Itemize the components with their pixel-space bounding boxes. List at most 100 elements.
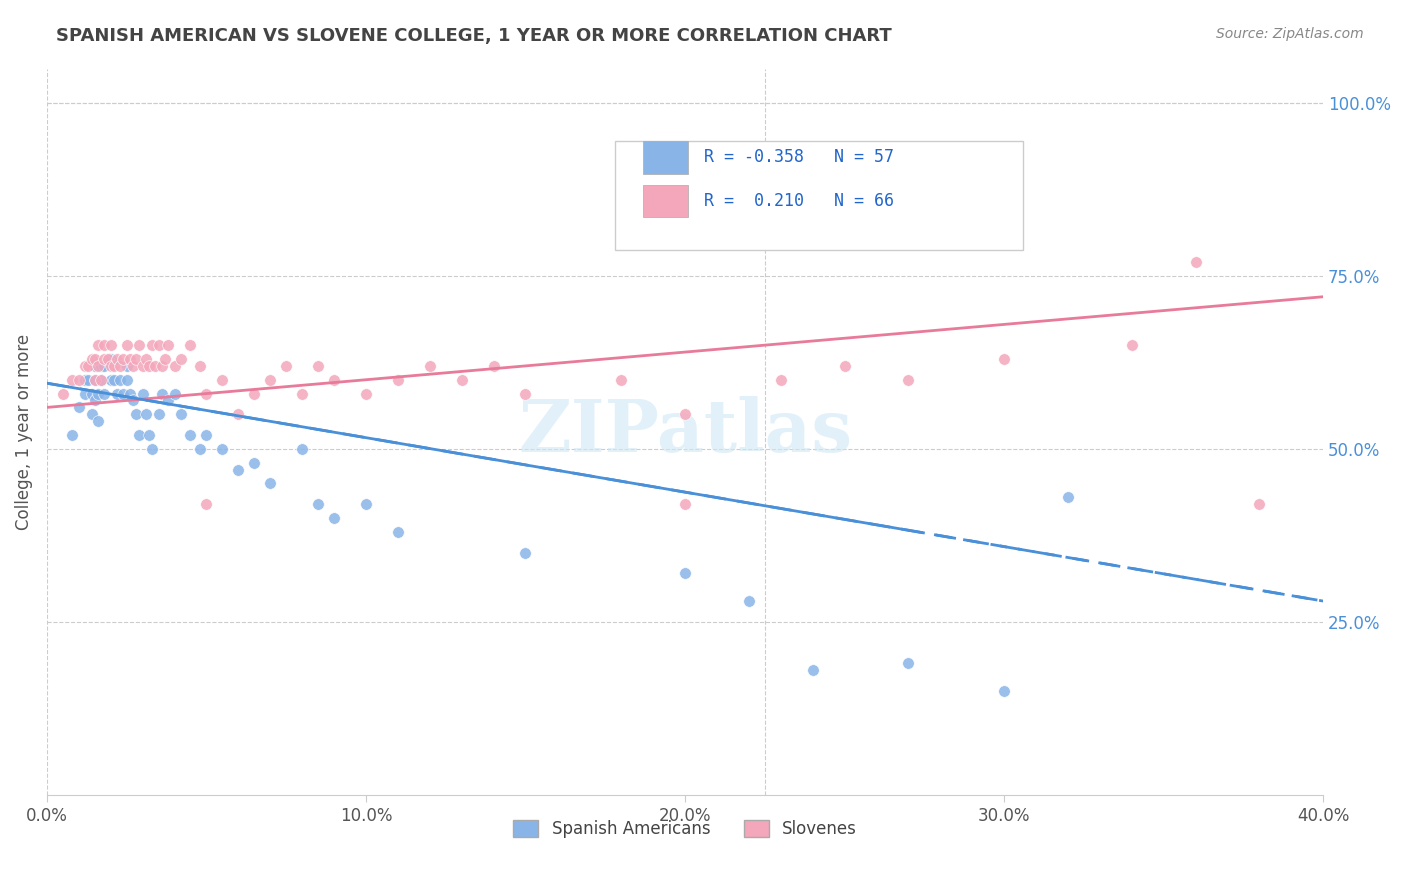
Point xyxy=(115,359,138,373)
Point xyxy=(110,359,132,373)
Point xyxy=(131,386,153,401)
Point xyxy=(67,373,90,387)
Point xyxy=(323,511,346,525)
Point xyxy=(897,657,920,671)
Point xyxy=(897,373,920,387)
Point xyxy=(515,386,537,401)
Point xyxy=(259,373,281,387)
Point xyxy=(141,442,163,456)
Point xyxy=(83,373,105,387)
Point xyxy=(610,373,633,387)
Point xyxy=(100,373,122,387)
Point xyxy=(801,663,824,677)
Point xyxy=(387,524,409,539)
Point xyxy=(67,401,90,415)
Point xyxy=(354,386,377,401)
Point xyxy=(228,407,250,421)
Point xyxy=(118,386,141,401)
Point xyxy=(115,373,138,387)
Bar xyxy=(643,185,688,218)
Point xyxy=(150,386,173,401)
Point xyxy=(100,338,122,352)
Point xyxy=(673,497,696,511)
Point xyxy=(307,359,329,373)
Point xyxy=(243,386,266,401)
Point xyxy=(125,351,148,366)
Point xyxy=(75,359,97,373)
Point xyxy=(307,497,329,511)
Point xyxy=(128,428,150,442)
Point xyxy=(228,463,250,477)
Point xyxy=(62,373,84,387)
Point xyxy=(87,414,110,428)
Point xyxy=(122,359,145,373)
Point xyxy=(163,386,186,401)
Point xyxy=(150,359,173,373)
Point xyxy=(75,386,97,401)
Point xyxy=(259,476,281,491)
Point xyxy=(105,351,128,366)
Point xyxy=(93,351,115,366)
Point xyxy=(87,386,110,401)
Point xyxy=(83,393,105,408)
Point xyxy=(148,338,170,352)
Point xyxy=(673,566,696,581)
Point xyxy=(145,359,167,373)
Point xyxy=(100,359,122,373)
Text: SPANISH AMERICAN VS SLOVENE COLLEGE, 1 YEAR OR MORE CORRELATION CHART: SPANISH AMERICAN VS SLOVENE COLLEGE, 1 Y… xyxy=(56,27,891,45)
Point xyxy=(195,386,218,401)
Point xyxy=(1249,497,1271,511)
Point xyxy=(135,351,157,366)
Point xyxy=(138,428,160,442)
Point xyxy=(100,351,122,366)
Point xyxy=(243,456,266,470)
Point xyxy=(77,359,100,373)
Point xyxy=(110,373,132,387)
Point xyxy=(1057,491,1080,505)
Point xyxy=(211,373,233,387)
Point xyxy=(291,442,314,456)
Point xyxy=(103,373,125,387)
Point xyxy=(90,373,112,387)
Point xyxy=(75,373,97,387)
Point xyxy=(103,359,125,373)
Point xyxy=(769,373,792,387)
Point xyxy=(157,393,180,408)
Point xyxy=(1184,255,1206,269)
Point xyxy=(515,546,537,560)
Point xyxy=(450,373,472,387)
Point xyxy=(834,359,856,373)
Point xyxy=(93,338,115,352)
Point xyxy=(52,386,75,401)
Point xyxy=(112,386,135,401)
Point xyxy=(90,373,112,387)
Point xyxy=(115,338,138,352)
Point xyxy=(323,373,346,387)
Point xyxy=(188,359,211,373)
Point xyxy=(118,351,141,366)
Point xyxy=(993,351,1015,366)
Point xyxy=(128,338,150,352)
Point xyxy=(141,338,163,352)
Bar xyxy=(643,141,688,174)
Point xyxy=(195,497,218,511)
Point xyxy=(138,359,160,373)
Text: R =  0.210   N = 66: R = 0.210 N = 66 xyxy=(704,192,894,210)
Point xyxy=(179,338,201,352)
Point xyxy=(211,442,233,456)
Point xyxy=(419,359,441,373)
Point xyxy=(77,373,100,387)
Point xyxy=(170,407,193,421)
Point xyxy=(93,359,115,373)
Point xyxy=(170,351,193,366)
Point xyxy=(96,351,118,366)
Point xyxy=(83,373,105,387)
Point xyxy=(125,407,148,421)
Point xyxy=(135,407,157,421)
Point xyxy=(157,338,180,352)
Point xyxy=(83,359,105,373)
Point xyxy=(354,497,377,511)
Point xyxy=(80,386,103,401)
Point xyxy=(673,407,696,421)
Point xyxy=(122,393,145,408)
